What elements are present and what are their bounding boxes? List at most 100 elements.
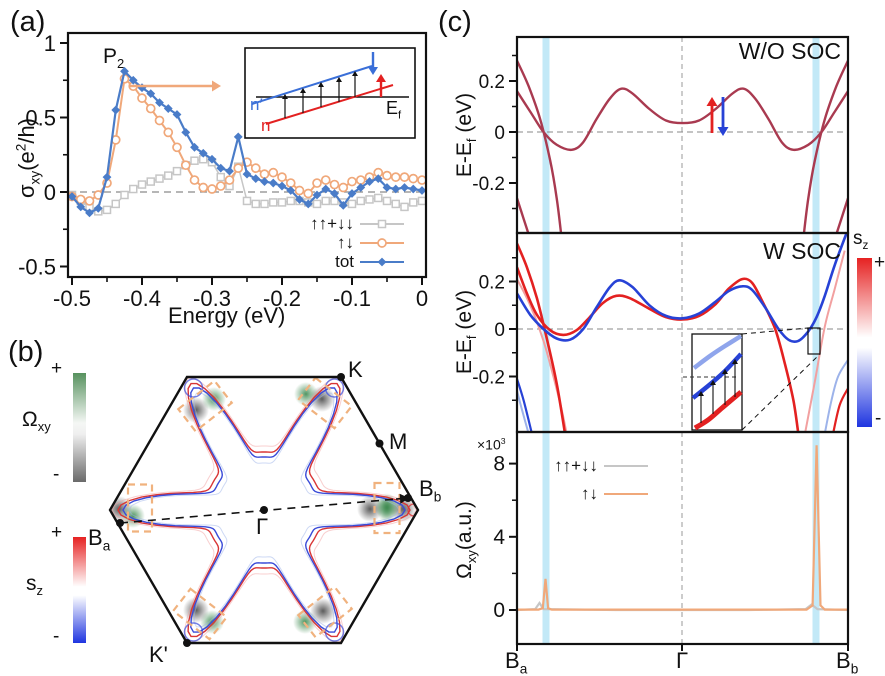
marker-circle — [320, 175, 331, 185]
marker-circle — [355, 175, 366, 185]
panel-a-xlabel: Energy (eV) — [168, 303, 286, 328]
wo-soc-band — [835, 197, 848, 233]
inset-n-label: n — [261, 116, 271, 135]
legend-marker-diamond — [377, 257, 387, 266]
k-highlight-stripe — [542, 432, 550, 644]
w-soc-label: W SOC — [763, 238, 841, 264]
a-inset-box — [244, 47, 416, 139]
marker-circle — [285, 178, 296, 188]
marker-circle — [145, 103, 156, 114]
marker-diamond — [111, 105, 121, 115]
marker-square — [321, 196, 330, 206]
legend-swatch — [604, 493, 648, 495]
marker-diamond — [356, 183, 366, 192]
ba-bb-path-line — [119, 497, 401, 524]
marker-diamond — [408, 184, 418, 194]
inset-transition-arrow-c-head — [698, 391, 704, 396]
marker-square — [111, 199, 120, 209]
marker-diamond — [163, 104, 173, 113]
panel-c-letter: (c) — [438, 6, 472, 38]
zoom-source-rect — [807, 327, 821, 355]
marker-diamond — [128, 75, 138, 85]
marker-diamond — [172, 110, 182, 119]
marker-diamond — [321, 184, 331, 194]
omega-colorbar-label: Ωxy — [22, 408, 51, 435]
omega-colorbar-minus: - — [53, 464, 60, 485]
marker-circle — [259, 169, 270, 179]
inset-band-red — [693, 390, 743, 431]
inset-ef-label: Ef — [386, 98, 402, 122]
marker-square — [400, 202, 409, 212]
marker-diamond — [391, 184, 401, 194]
b-label-Ba: Ba — [88, 525, 111, 554]
legend-label: ↑↑+↓↓ — [554, 456, 598, 475]
marker-circle — [382, 170, 392, 181]
marker-diamond — [225, 166, 234, 176]
sz-b-minus: - — [53, 626, 60, 647]
legend-marker-square — [377, 219, 387, 228]
marker-diamond — [120, 66, 129, 76]
c-top-tick-label: 0.2 — [479, 72, 505, 93]
marker-circle — [294, 185, 305, 196]
marker-square — [365, 195, 374, 204]
c-bot-tick-label: 4 — [493, 526, 505, 549]
inset-band-lightblue — [692, 334, 743, 370]
highlight-rect-orange — [296, 585, 354, 639]
c-top-tick-label: -0.2 — [472, 174, 505, 195]
inset-spin-up-arrow-head — [376, 74, 386, 82]
marker-square — [260, 199, 269, 209]
w-soc-band-red — [832, 387, 848, 432]
highlight-rect-orange — [126, 483, 154, 533]
marker-circle — [215, 181, 226, 191]
marker-diamond — [268, 178, 278, 188]
wo-soc-band — [517, 197, 530, 233]
marker-circle — [268, 167, 279, 178]
a-y-tick-label: 0.5 — [25, 106, 56, 131]
marker-square — [374, 193, 383, 203]
marker-circle — [224, 175, 235, 185]
sz-colorbar-b — [73, 537, 86, 643]
inset-transition-arrow-c-head — [722, 369, 728, 374]
marker-square — [190, 156, 199, 165]
w-soc-band-blue — [517, 378, 533, 432]
b-label-Bb: Bb — [419, 476, 442, 505]
omega-xy-curve — [517, 445, 848, 611]
marker-square — [120, 190, 129, 200]
marker-diamond — [93, 203, 103, 213]
high-symmetry-dot — [260, 506, 268, 514]
legend-label: ↑↓ — [337, 232, 354, 252]
sz-c-minus: - — [875, 408, 882, 429]
c-xtick-Gamma: Γ — [676, 648, 689, 673]
panel-b-letter: (b) — [8, 336, 44, 368]
c-bot-tick-label: 8 — [493, 453, 505, 476]
marker-circle — [172, 142, 182, 153]
marker-diamond — [102, 172, 112, 182]
marker-diamond — [85, 208, 94, 218]
marker-diamond — [347, 189, 357, 198]
wo-soc-band — [517, 60, 563, 233]
marker-diamond — [260, 177, 269, 186]
w-soc-band-blue — [517, 233, 848, 343]
marker-circle — [303, 188, 314, 199]
legend-item: ↑↓ — [540, 480, 650, 508]
p2-arrow-head — [212, 80, 221, 92]
marker-diamond — [338, 201, 348, 210]
marker-square — [242, 196, 252, 206]
marker-diamond — [67, 192, 77, 201]
b-label-Gamma: Γ — [256, 514, 269, 539]
k-highlight-stripe — [812, 432, 820, 644]
high-symmetry-dot — [183, 639, 191, 647]
inset-n-prime-label: n′ — [250, 95, 263, 114]
marker-square — [216, 172, 225, 182]
c-bottom-legend: ↑↑+↓↓ ↑↓ — [540, 452, 650, 508]
marker-diamond — [155, 98, 164, 107]
inset-transition-arrow-head — [300, 88, 306, 93]
a-x-tick-label: -0.2 — [263, 286, 301, 311]
marker-diamond — [373, 174, 383, 183]
inset-transition-arrow-c-head — [710, 380, 716, 385]
marker-square — [251, 199, 260, 209]
legend-swatch — [360, 237, 404, 248]
marker-diamond — [146, 89, 156, 99]
